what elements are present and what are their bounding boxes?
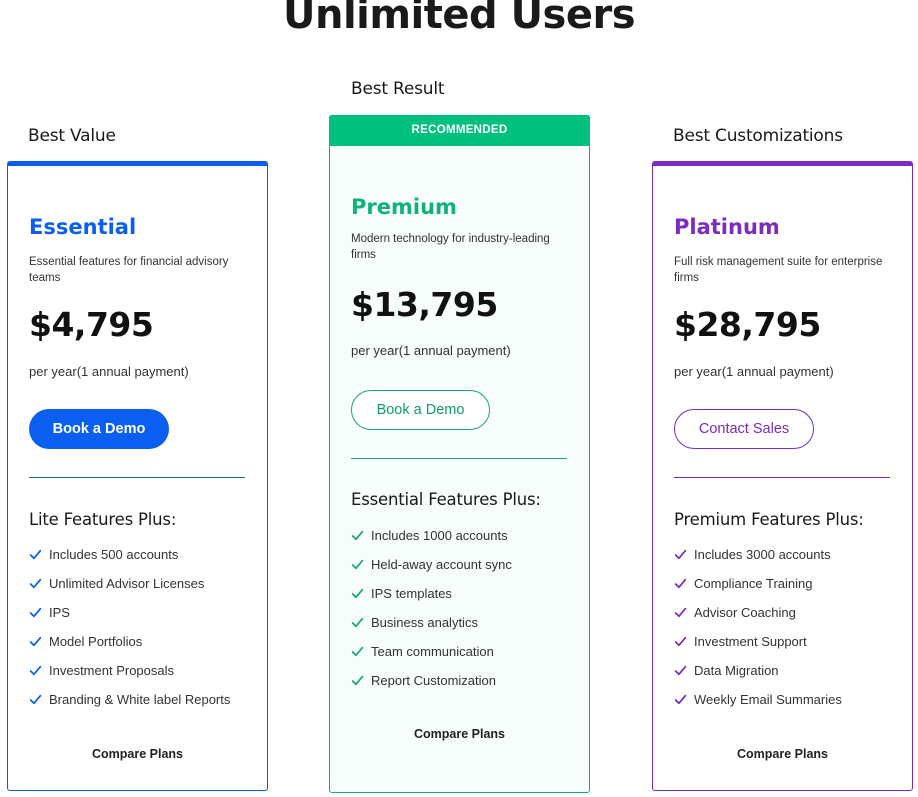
- checkmark-icon: [674, 578, 687, 589]
- feature-text: Investment Support: [694, 634, 807, 649]
- feature-text: Investment Proposals: [49, 663, 175, 678]
- plan-tag-premium: Best Result: [351, 79, 445, 99]
- checkmark-icon: [29, 636, 42, 647]
- checkmark-icon: [351, 675, 364, 686]
- feature-text: Weekly Email Summaries: [694, 692, 842, 707]
- contact-sales-button[interactable]: Contact Sales: [674, 409, 814, 449]
- checkmark-icon: [351, 559, 364, 570]
- feature-item: Held-away account sync: [351, 557, 512, 586]
- book-demo-button[interactable]: Book a Demo: [351, 390, 490, 430]
- feature-item: IPS templates: [351, 586, 512, 615]
- features-heading: Premium Features Plus:: [674, 510, 864, 529]
- feature-text: IPS templates: [371, 586, 452, 601]
- checkmark-icon: [351, 530, 364, 541]
- plan-name: Essential: [29, 215, 137, 239]
- features-heading: Essential Features Plus:: [351, 490, 541, 509]
- feature-item: Advisor Coaching: [674, 605, 842, 634]
- checkmark-icon: [674, 607, 687, 618]
- checkmark-icon: [29, 549, 42, 560]
- checkmark-icon: [351, 617, 364, 628]
- feature-item: Compliance Training: [674, 576, 842, 605]
- feature-item: Model Portfolios: [29, 634, 230, 663]
- billing-period: per year(1 annual payment): [29, 364, 189, 379]
- feature-list: Includes 500 accounts Unlimited Advisor …: [29, 547, 230, 721]
- feature-item: IPS: [29, 605, 230, 634]
- recommended-badge: RECOMMENDED: [329, 115, 590, 146]
- feature-item: Includes 500 accounts: [29, 547, 230, 576]
- divider: [674, 477, 890, 478]
- feature-item: Investment Proposals: [29, 663, 230, 692]
- feature-item: Branding & White label Reports: [29, 692, 230, 721]
- feature-text: Compliance Training: [694, 576, 813, 591]
- feature-item: Includes 3000 accounts: [674, 547, 842, 576]
- checkmark-icon: [29, 607, 42, 618]
- feature-text: Data Migration: [694, 663, 779, 678]
- feature-item: Report Customization: [351, 673, 512, 702]
- plan-tag-platinum: Best Customizations: [673, 126, 843, 146]
- feature-text: Branding & White label Reports: [49, 692, 231, 707]
- divider: [29, 477, 245, 478]
- feature-text: Includes 3000 accounts: [694, 547, 831, 562]
- feature-text: Held-away account sync: [371, 557, 512, 572]
- plan-card-premium: RECOMMENDED Premium Modern technology fo…: [329, 115, 590, 793]
- plan-price: $4,795: [29, 305, 154, 344]
- checkmark-icon: [351, 646, 364, 657]
- plan-card-essential: Essential Essential features for financi…: [7, 161, 268, 791]
- feature-text: Includes 1000 accounts: [371, 528, 508, 543]
- feature-list: Includes 3000 accounts Compliance Traini…: [674, 547, 842, 721]
- feature-text: Unlimited Advisor Licenses: [49, 576, 205, 591]
- plan-description: Modern technology for industry-leading f…: [351, 233, 550, 261]
- compare-plans-link[interactable]: Compare Plans: [413, 727, 505, 741]
- feature-list: Includes 1000 accounts Held-away account…: [351, 528, 512, 702]
- plan-name: Premium: [351, 195, 457, 219]
- compare-plans-link[interactable]: Compare Plans: [91, 747, 183, 761]
- feature-text: Advisor Coaching: [694, 605, 796, 620]
- checkmark-icon: [674, 636, 687, 647]
- compare-plans-link[interactable]: Compare Plans: [736, 747, 828, 761]
- checkmark-icon: [674, 549, 687, 560]
- feature-item: Business analytics: [351, 615, 512, 644]
- feature-item: Weekly Email Summaries: [674, 692, 842, 721]
- feature-text: Model Portfolios: [49, 634, 143, 649]
- feature-item: Team communication: [351, 644, 512, 673]
- feature-item: Unlimited Advisor Licenses: [29, 576, 230, 605]
- plan-description: Essential features for financial advisor…: [29, 256, 229, 284]
- plan-description: Full risk management suite for enterpris…: [674, 256, 883, 284]
- checkmark-icon: [29, 694, 42, 705]
- checkmark-icon: [29, 665, 42, 676]
- feature-item: Investment Support: [674, 634, 842, 663]
- checkmark-icon: [29, 578, 42, 589]
- billing-period: per year(1 annual payment): [351, 343, 511, 358]
- feature-text: Includes 500 accounts: [49, 547, 179, 562]
- feature-item: Includes 1000 accounts: [351, 528, 512, 557]
- feature-text: Report Customization: [371, 673, 496, 688]
- feature-text: Business analytics: [371, 615, 478, 630]
- page-title: Unlimited Users: [282, 0, 636, 38]
- plan-tag-essential: Best Value: [28, 126, 116, 146]
- feature-text: IPS: [49, 605, 70, 620]
- feature-item: Data Migration: [674, 663, 842, 692]
- checkmark-icon: [351, 588, 364, 599]
- plan-price: $28,795: [674, 305, 821, 344]
- feature-text: Team communication: [371, 644, 494, 659]
- divider: [351, 458, 567, 459]
- plan-name: Platinum: [674, 215, 780, 239]
- checkmark-icon: [674, 694, 687, 705]
- plan-card-platinum: Platinum Full risk management suite for …: [652, 161, 913, 791]
- billing-period: per year(1 annual payment): [674, 364, 834, 379]
- book-demo-button[interactable]: Book a Demo: [29, 409, 169, 449]
- plan-price: $13,795: [351, 285, 498, 324]
- checkmark-icon: [674, 665, 687, 676]
- features-heading: Lite Features Plus:: [29, 510, 177, 529]
